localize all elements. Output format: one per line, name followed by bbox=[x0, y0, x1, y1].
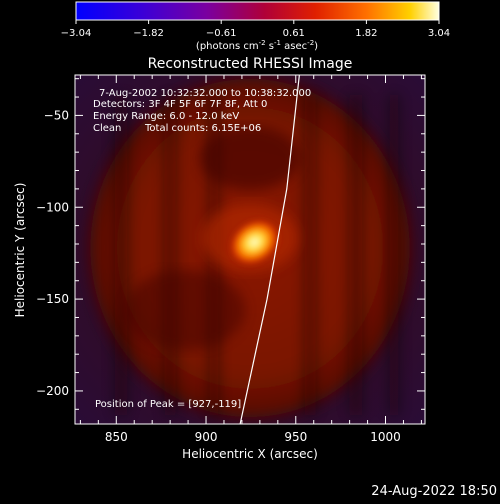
colorbar-tick-label: 1.82 bbox=[355, 28, 377, 39]
info-detectors: Detectors: 3F 4F 5F 6F 7F 8F, Att 0 bbox=[93, 99, 267, 110]
y-tick-label: −200 bbox=[36, 384, 69, 398]
y-axis-ticks: −50 −100 −150 −200 bbox=[36, 78, 425, 410]
chart-title: Reconstructed RHESSI Image bbox=[148, 56, 353, 72]
flare-peak-source bbox=[228, 218, 281, 267]
x-tick-label: 1000 bbox=[370, 430, 401, 444]
info-block: 7-Aug-2002 10:32:32.000 to 10:38:32.000 … bbox=[93, 88, 311, 410]
y-tick-label: −50 bbox=[44, 108, 69, 122]
colorbar bbox=[75, 1, 440, 21]
y-axis-label: Heliocentric Y (arcsec) bbox=[13, 183, 27, 318]
info-total-counts: Total counts: 6.15E+06 bbox=[144, 123, 261, 134]
x-axis-ticks: 850 900 950 1000 bbox=[79, 75, 422, 444]
info-energy: Energy Range: 6.0 - 12.0 keV bbox=[93, 111, 239, 122]
y-tick-label: −100 bbox=[36, 200, 69, 214]
colorbar-tick-label: −3.04 bbox=[61, 28, 92, 39]
x-tick-label: 900 bbox=[195, 430, 218, 444]
x-axis-label: Heliocentric X (arcsec) bbox=[182, 447, 318, 461]
colorbar-tick-label: 3.04 bbox=[428, 28, 450, 39]
info-time: 7-Aug-2002 10:32:32.000 to 10:38:32.000 bbox=[99, 88, 311, 99]
x-tick-label: 850 bbox=[105, 430, 128, 444]
colorbar-unit-label: (photons cm-2 s-1 asec-2) bbox=[196, 39, 318, 52]
solar-limb-curve bbox=[239, 75, 300, 424]
colorbar-tick-label: 0.61 bbox=[283, 28, 305, 39]
info-peak-position: Position of Peak = [927,-119] bbox=[95, 399, 241, 410]
colorbar-tick-label: −1.82 bbox=[133, 28, 164, 39]
timestamp: 24-Aug-2022 18:50 bbox=[371, 484, 497, 499]
info-clean: Clean bbox=[93, 123, 121, 134]
heatmap-image bbox=[75, 75, 425, 424]
plot-frame bbox=[74, 74, 426, 425]
x-tick-label: 950 bbox=[284, 430, 307, 444]
y-tick-label: −150 bbox=[36, 292, 69, 306]
colorbar-ticks: −3.04 −1.82 −0.61 0.61 1.82 3.04 bbox=[61, 20, 450, 39]
colorbar-tick-label: −0.61 bbox=[206, 28, 237, 39]
